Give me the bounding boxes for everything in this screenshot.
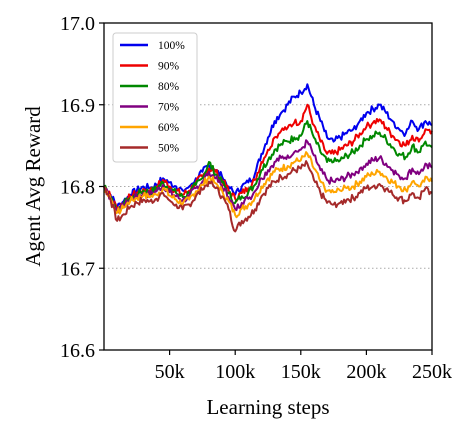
y-tick-label-4: 17.0 xyxy=(60,13,95,35)
series-line-70pct xyxy=(103,139,433,214)
legend-label-50pct: 50% xyxy=(158,143,180,155)
y-tick-label-2: 16.8 xyxy=(60,177,95,199)
x-tick-label-3: 200k xyxy=(346,361,386,383)
legend: 100% 90% 80% 70% 60% 50% xyxy=(112,32,198,163)
legend-label-100pct: 100% xyxy=(158,40,185,52)
series-line-90pct xyxy=(103,103,433,210)
x-tick-label-4: 250k xyxy=(412,361,452,383)
legend-label-90pct: 90% xyxy=(158,61,180,73)
x-tick-label-0: 50k xyxy=(155,361,185,383)
legend-label-70pct: 70% xyxy=(158,102,180,114)
x-axis-title: Learning steps xyxy=(206,395,329,419)
y-tick-label-0: 16.6 xyxy=(60,340,95,362)
axis-ticks: 16.6 16.7 16.8 16.9 17.0 50k 100k 150k 200k 250k xyxy=(60,13,452,383)
x-tick-label-1: 100k xyxy=(215,361,255,383)
y-tick-label-1: 16.7 xyxy=(60,258,95,280)
y-tick-label-3: 16.9 xyxy=(60,95,95,117)
series-line-50pct xyxy=(103,160,433,233)
series-line-60pct xyxy=(103,151,433,219)
legend-box xyxy=(112,32,198,163)
y-axis-title: Agent Avg Reward xyxy=(21,106,45,267)
series-lines xyxy=(103,83,433,233)
x-tick-label-2: 150k xyxy=(281,361,321,383)
legend-label-80pct: 80% xyxy=(158,81,180,93)
legend-label-60pct: 60% xyxy=(158,122,180,134)
